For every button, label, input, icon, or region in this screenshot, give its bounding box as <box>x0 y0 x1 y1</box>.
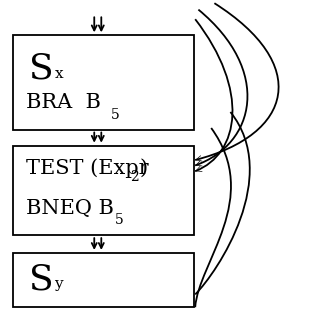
Text: 5: 5 <box>115 213 124 227</box>
Text: y: y <box>54 277 63 291</box>
Text: S: S <box>29 262 53 296</box>
Text: x: x <box>54 67 63 81</box>
Text: BRA  B: BRA B <box>26 93 100 112</box>
Bar <box>13 35 194 130</box>
Text: BNEQ B: BNEQ B <box>26 199 114 218</box>
Text: TEST (Expr: TEST (Expr <box>26 158 148 178</box>
Text: 5: 5 <box>110 108 119 122</box>
Bar <box>13 253 194 307</box>
Text: 2: 2 <box>130 170 138 184</box>
Text: ): ) <box>139 158 147 177</box>
Text: S: S <box>29 51 53 85</box>
Bar <box>13 146 194 235</box>
